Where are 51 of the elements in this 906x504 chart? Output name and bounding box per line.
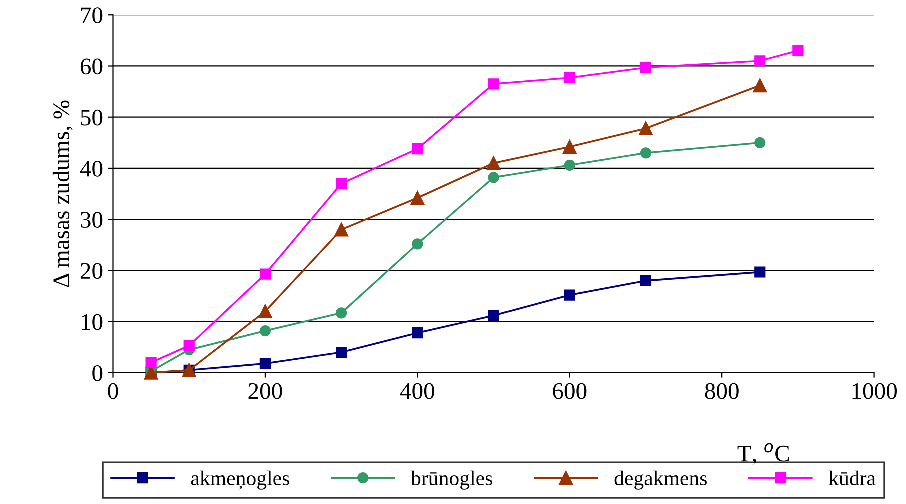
point bbox=[336, 346, 348, 358]
point bbox=[412, 144, 424, 155]
point bbox=[412, 238, 424, 250]
legend-label: brūnogles bbox=[411, 470, 492, 490]
point bbox=[753, 78, 768, 93]
point bbox=[564, 160, 576, 171]
point bbox=[562, 140, 577, 154]
point bbox=[792, 45, 804, 56]
point bbox=[564, 72, 576, 84]
point bbox=[640, 275, 652, 286]
point bbox=[260, 358, 272, 370]
y-tick-label: 40 bbox=[80, 160, 103, 177]
y-tick-label: 10 bbox=[82, 314, 103, 330]
point bbox=[184, 340, 195, 352]
point bbox=[488, 310, 500, 322]
point bbox=[639, 122, 653, 136]
point bbox=[336, 308, 348, 319]
x-tick-label: 400 bbox=[400, 383, 434, 400]
legend-label: akmeņogles bbox=[191, 470, 290, 490]
point bbox=[412, 328, 424, 339]
point bbox=[410, 191, 425, 206]
point bbox=[258, 304, 272, 319]
point bbox=[754, 266, 766, 278]
point bbox=[260, 268, 272, 280]
point bbox=[754, 137, 766, 148]
legend-label: kūdra bbox=[828, 470, 876, 486]
y-tick-label: 20 bbox=[80, 263, 103, 280]
point bbox=[488, 78, 500, 90]
y-tick-label: 60 bbox=[80, 58, 103, 75]
point bbox=[564, 290, 576, 301]
point bbox=[488, 172, 500, 184]
point bbox=[640, 62, 652, 74]
y-tick-label: 0 bbox=[92, 365, 103, 382]
point bbox=[640, 148, 652, 159]
y-tick-label: 70 bbox=[81, 8, 103, 24]
x-tick-label: 1000 bbox=[852, 383, 897, 400]
point bbox=[334, 222, 349, 237]
x-tick-label: 200 bbox=[248, 383, 282, 400]
point bbox=[260, 325, 272, 337]
x-tick-label: 0 bbox=[108, 383, 118, 400]
point bbox=[336, 178, 348, 190]
point bbox=[146, 357, 157, 368]
x-tick-label: 800 bbox=[705, 383, 739, 400]
y-tick-label: 30 bbox=[81, 212, 103, 228]
point bbox=[486, 156, 501, 170]
x-axis-title: T, $^{o}$C bbox=[738, 443, 790, 466]
legend-label: degakmens bbox=[614, 470, 707, 490]
y-tick-label: 50 bbox=[81, 110, 103, 126]
x-tick-label: 600 bbox=[553, 383, 587, 400]
y-axis-title: Δ masas zudums, % bbox=[52, 100, 73, 288]
point bbox=[754, 56, 766, 67]
